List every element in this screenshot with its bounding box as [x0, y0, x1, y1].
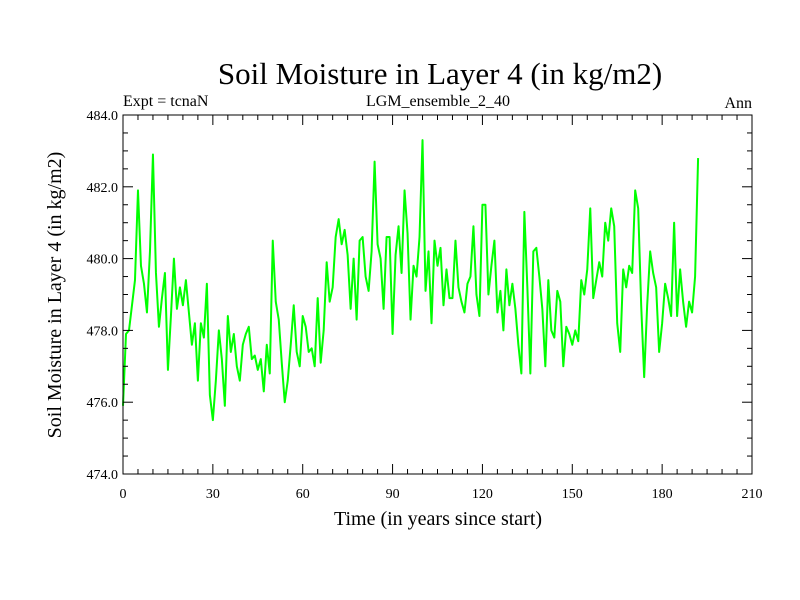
x-tick-label: 90: [386, 487, 400, 502]
x-tick-label: 60: [296, 487, 310, 502]
y-tick-label: 478.0: [87, 324, 119, 339]
x-tick-label: 30: [206, 487, 220, 502]
y-tick-label: 482.0: [87, 181, 119, 196]
x-tick-label: 120: [472, 487, 493, 502]
chart-subtitle-right: Ann: [724, 95, 752, 112]
y-axis-label: Soil Moisture in Layer 4 (in kg/m2): [44, 152, 66, 439]
x-tick-label: 210: [742, 487, 763, 502]
x-tick-label: 150: [562, 487, 583, 502]
chart-title: Soil Moisture in Layer 4 (in kg/m2): [218, 56, 662, 91]
series-line-0: [122, 139, 700, 422]
y-tick-label: 480.0: [87, 253, 119, 268]
x-axis-label: Time (in years since start): [334, 508, 542, 530]
y-tick-label: 484.0: [87, 109, 119, 124]
axes: 0 30 60 90 120 150 180 210 474.0 476.0 478.0 480.0 4…: [87, 109, 763, 502]
x-tick-label: 180: [652, 487, 673, 502]
y-tick-label: 476.0: [87, 396, 119, 411]
plot-area: [122, 139, 700, 422]
x-tick-label: 0: [120, 487, 127, 502]
chart-subtitle-left: Expt = tcnaN: [123, 93, 209, 110]
y-tick-label: 474.0: [87, 468, 119, 483]
chart-subtitle-center: LGM_ensemble_2_40: [366, 93, 510, 110]
